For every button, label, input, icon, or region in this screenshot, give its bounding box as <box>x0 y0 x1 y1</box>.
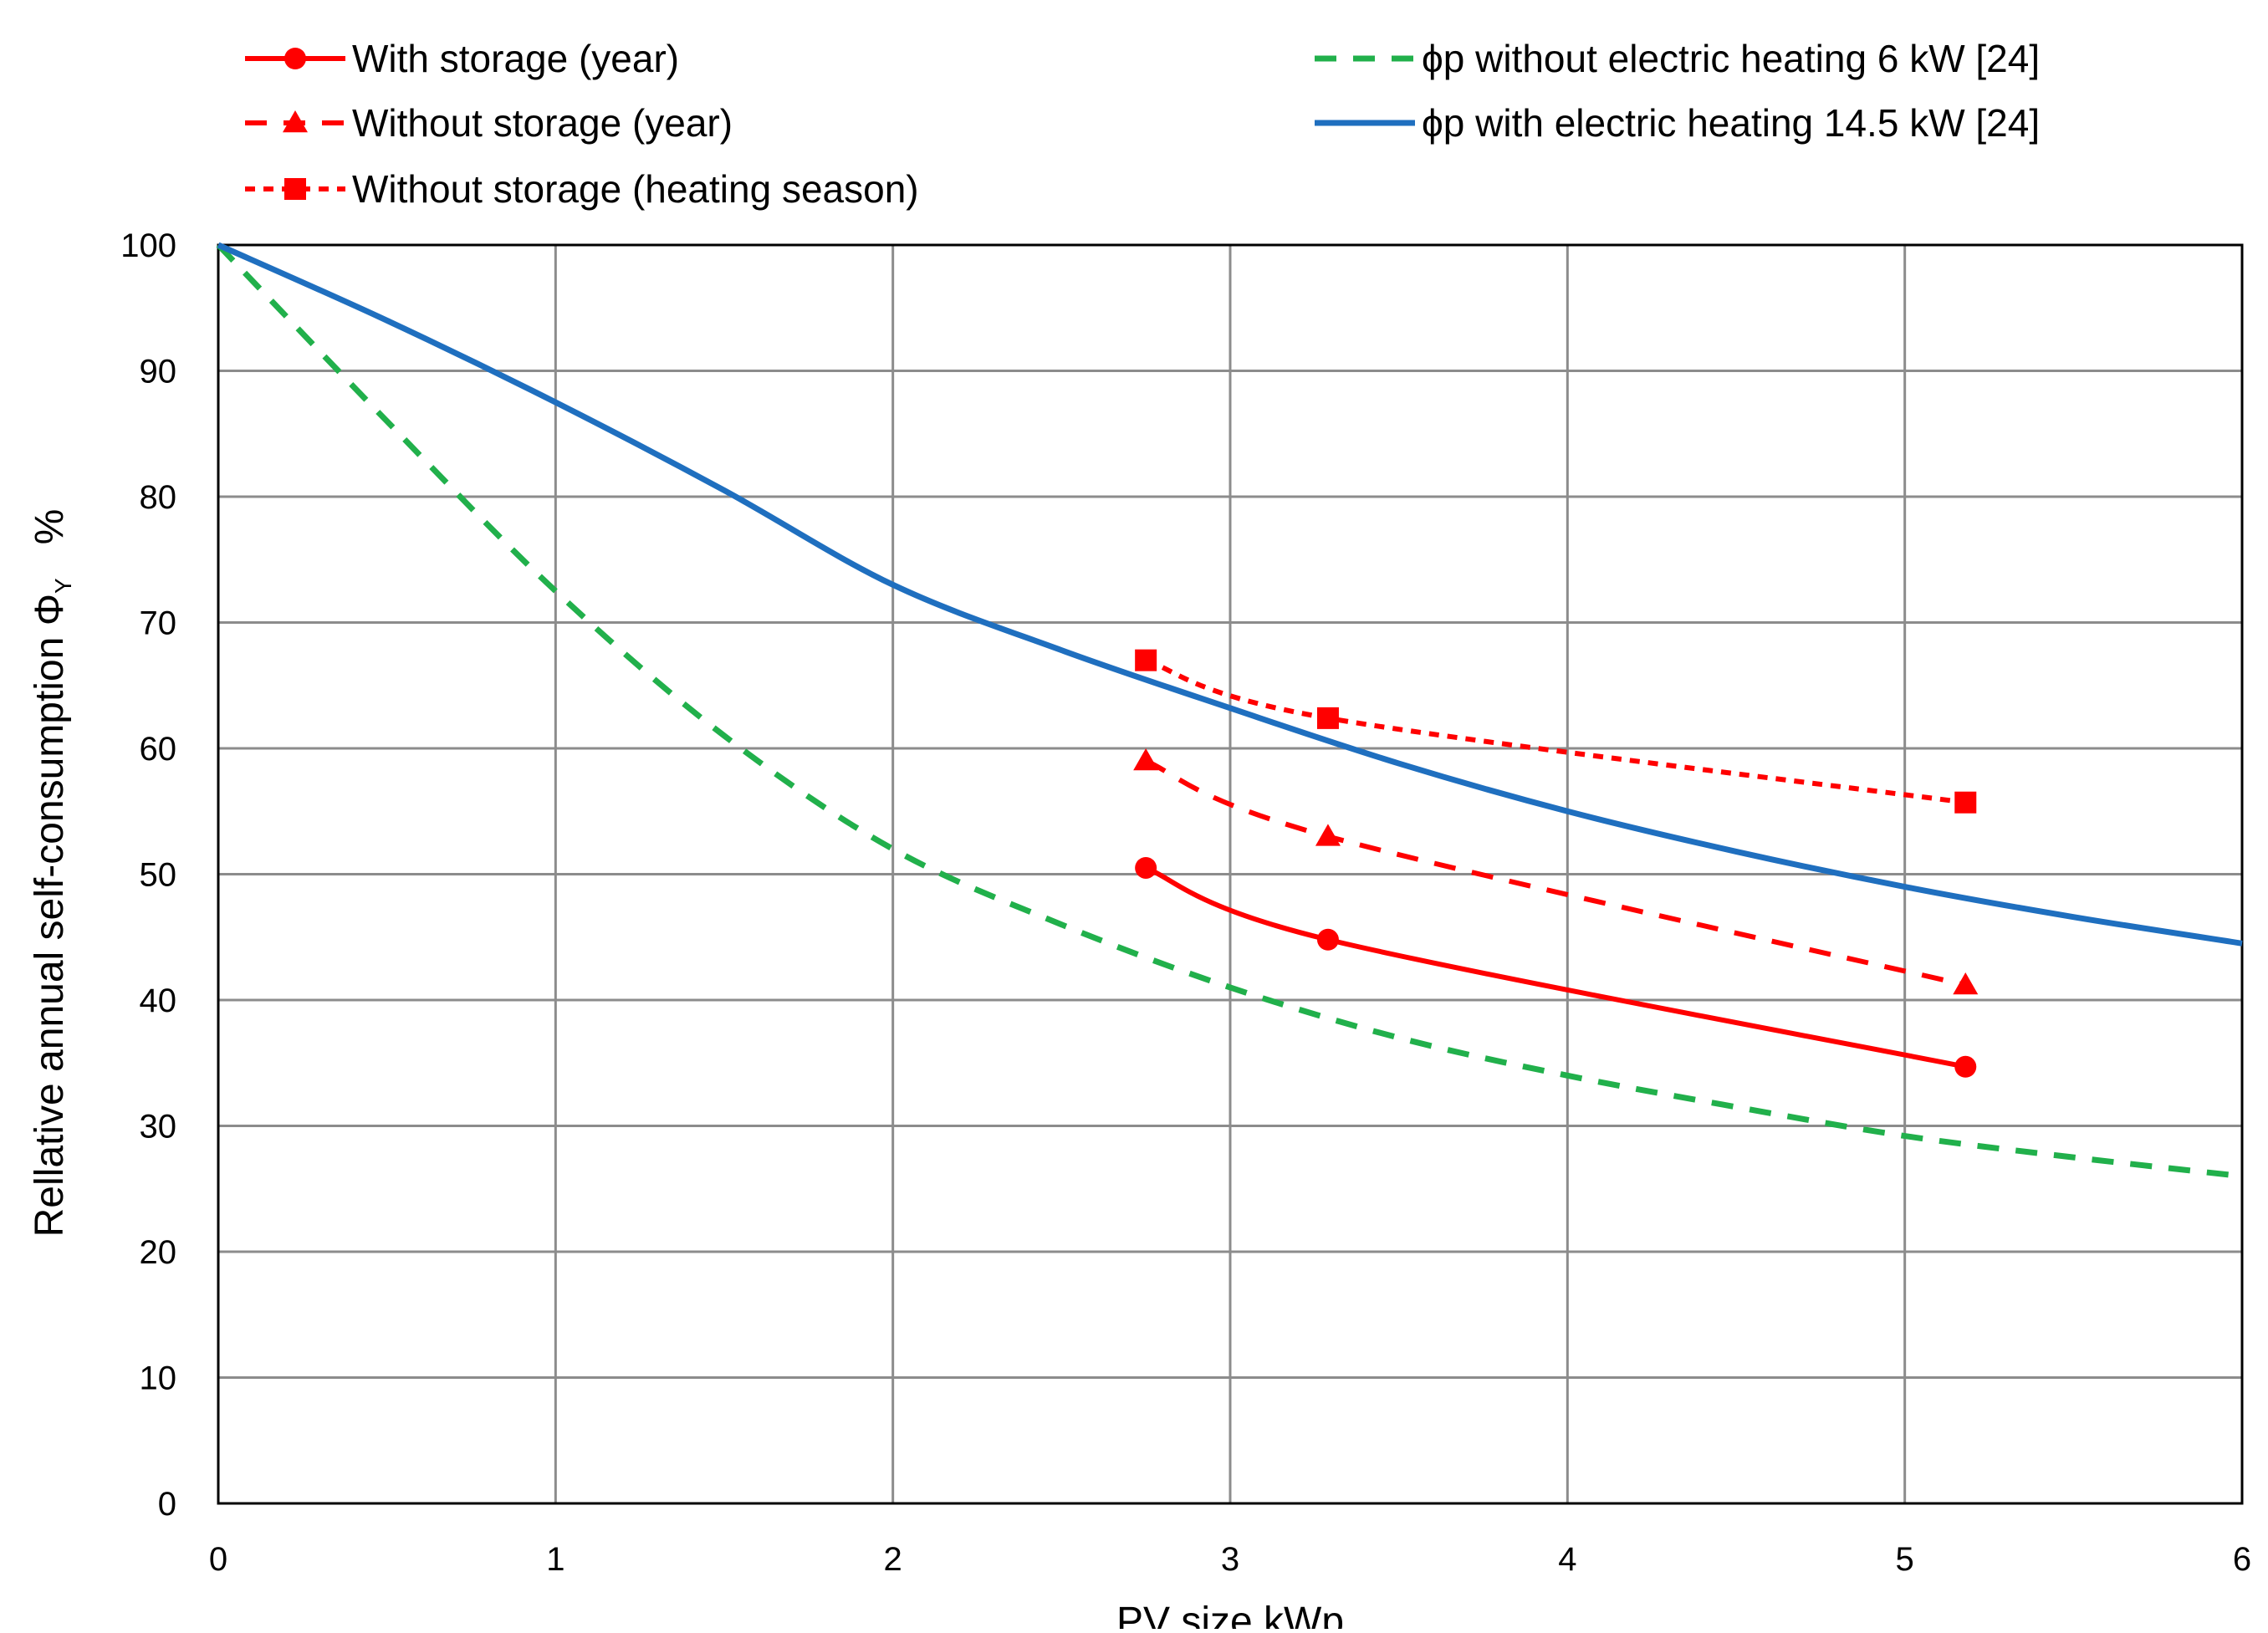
series-line <box>217 242 2243 947</box>
legend-item: ϕp without electric heating 6 kW [24] <box>1315 37 2040 80</box>
x-tick-label: 0 <box>209 1541 227 1578</box>
y-axis-title-main: Rellative annual self-consumption Φ <box>28 594 72 1237</box>
data-point <box>1315 824 1341 846</box>
y-axis-title-subscript: Y <box>50 578 76 594</box>
x-tick-label: 5 <box>1896 1541 1914 1578</box>
legend-item: Without storage (heating season) <box>245 167 919 211</box>
legend-label: Without storage (year) <box>352 101 733 145</box>
x-tick-label: 1 <box>546 1541 564 1578</box>
y-tick-label: 60 <box>140 731 177 768</box>
series-line <box>216 242 2243 1180</box>
data-point <box>1133 748 1159 771</box>
series-1 <box>1135 856 1977 1078</box>
y-tick-label: 80 <box>140 479 177 516</box>
series-layer <box>216 242 2243 1180</box>
legend-label: With storage (year) <box>352 37 679 80</box>
y-tick-label: 0 <box>158 1486 176 1523</box>
x-tick-label: 6 <box>2233 1541 2251 1578</box>
y-tick-label: 10 <box>140 1360 177 1397</box>
grid <box>218 245 2242 1503</box>
legend-label: ϕp with electric heating 14.5 kW [24] <box>1422 101 2040 145</box>
series-2 <box>1133 748 1979 995</box>
data-point <box>1316 707 1339 729</box>
series-3 <box>1135 649 1977 814</box>
data-point <box>1135 856 1157 879</box>
legend-marker <box>284 178 306 200</box>
y-tick-label: 50 <box>140 857 177 894</box>
y-tick-label: 20 <box>140 1234 177 1271</box>
legend-item: With storage (year) <box>245 37 679 80</box>
legend-marker <box>284 48 306 69</box>
x-tick-label: 3 <box>1221 1541 1239 1578</box>
series-line <box>1145 657 1966 805</box>
y-tick-label: 40 <box>140 982 177 1019</box>
legend: With storage (year) Without storage (year… <box>245 37 2040 211</box>
y-tick-label: 100 <box>120 227 176 264</box>
x-tick-label: 2 <box>884 1541 902 1578</box>
legend-marker <box>283 110 308 133</box>
legend-label: Without storage (heating season) <box>352 167 919 211</box>
data-point <box>1954 791 1977 814</box>
series-line <box>1145 865 1966 1069</box>
data-point <box>1953 972 1979 995</box>
y-tick-label: 30 <box>140 1109 177 1146</box>
y-axis-title: Rellative annual self-consumption ΦY% <box>28 509 76 1238</box>
legend-item: Without storage (year) <box>245 101 733 145</box>
plot-frame <box>217 243 2244 1505</box>
series-5 <box>217 242 2243 947</box>
y-tick-label: 70 <box>140 605 177 642</box>
x-axis-title: PV size kWp <box>1116 1600 1344 1629</box>
data-point <box>1135 649 1157 671</box>
data-point <box>1316 928 1339 951</box>
series-4 <box>216 242 2243 1180</box>
series-line <box>1145 758 1966 987</box>
legend-item: ϕp with electric heating 14.5 kW [24] <box>1315 101 2040 145</box>
y-tick-label: 90 <box>140 354 177 390</box>
y-axis-title-unit: % <box>28 509 72 545</box>
data-point <box>1954 1055 1977 1078</box>
legend-label: ϕp without electric heating 6 kW [24] <box>1422 37 2040 80</box>
x-tick-label: 4 <box>1558 1541 1576 1578</box>
